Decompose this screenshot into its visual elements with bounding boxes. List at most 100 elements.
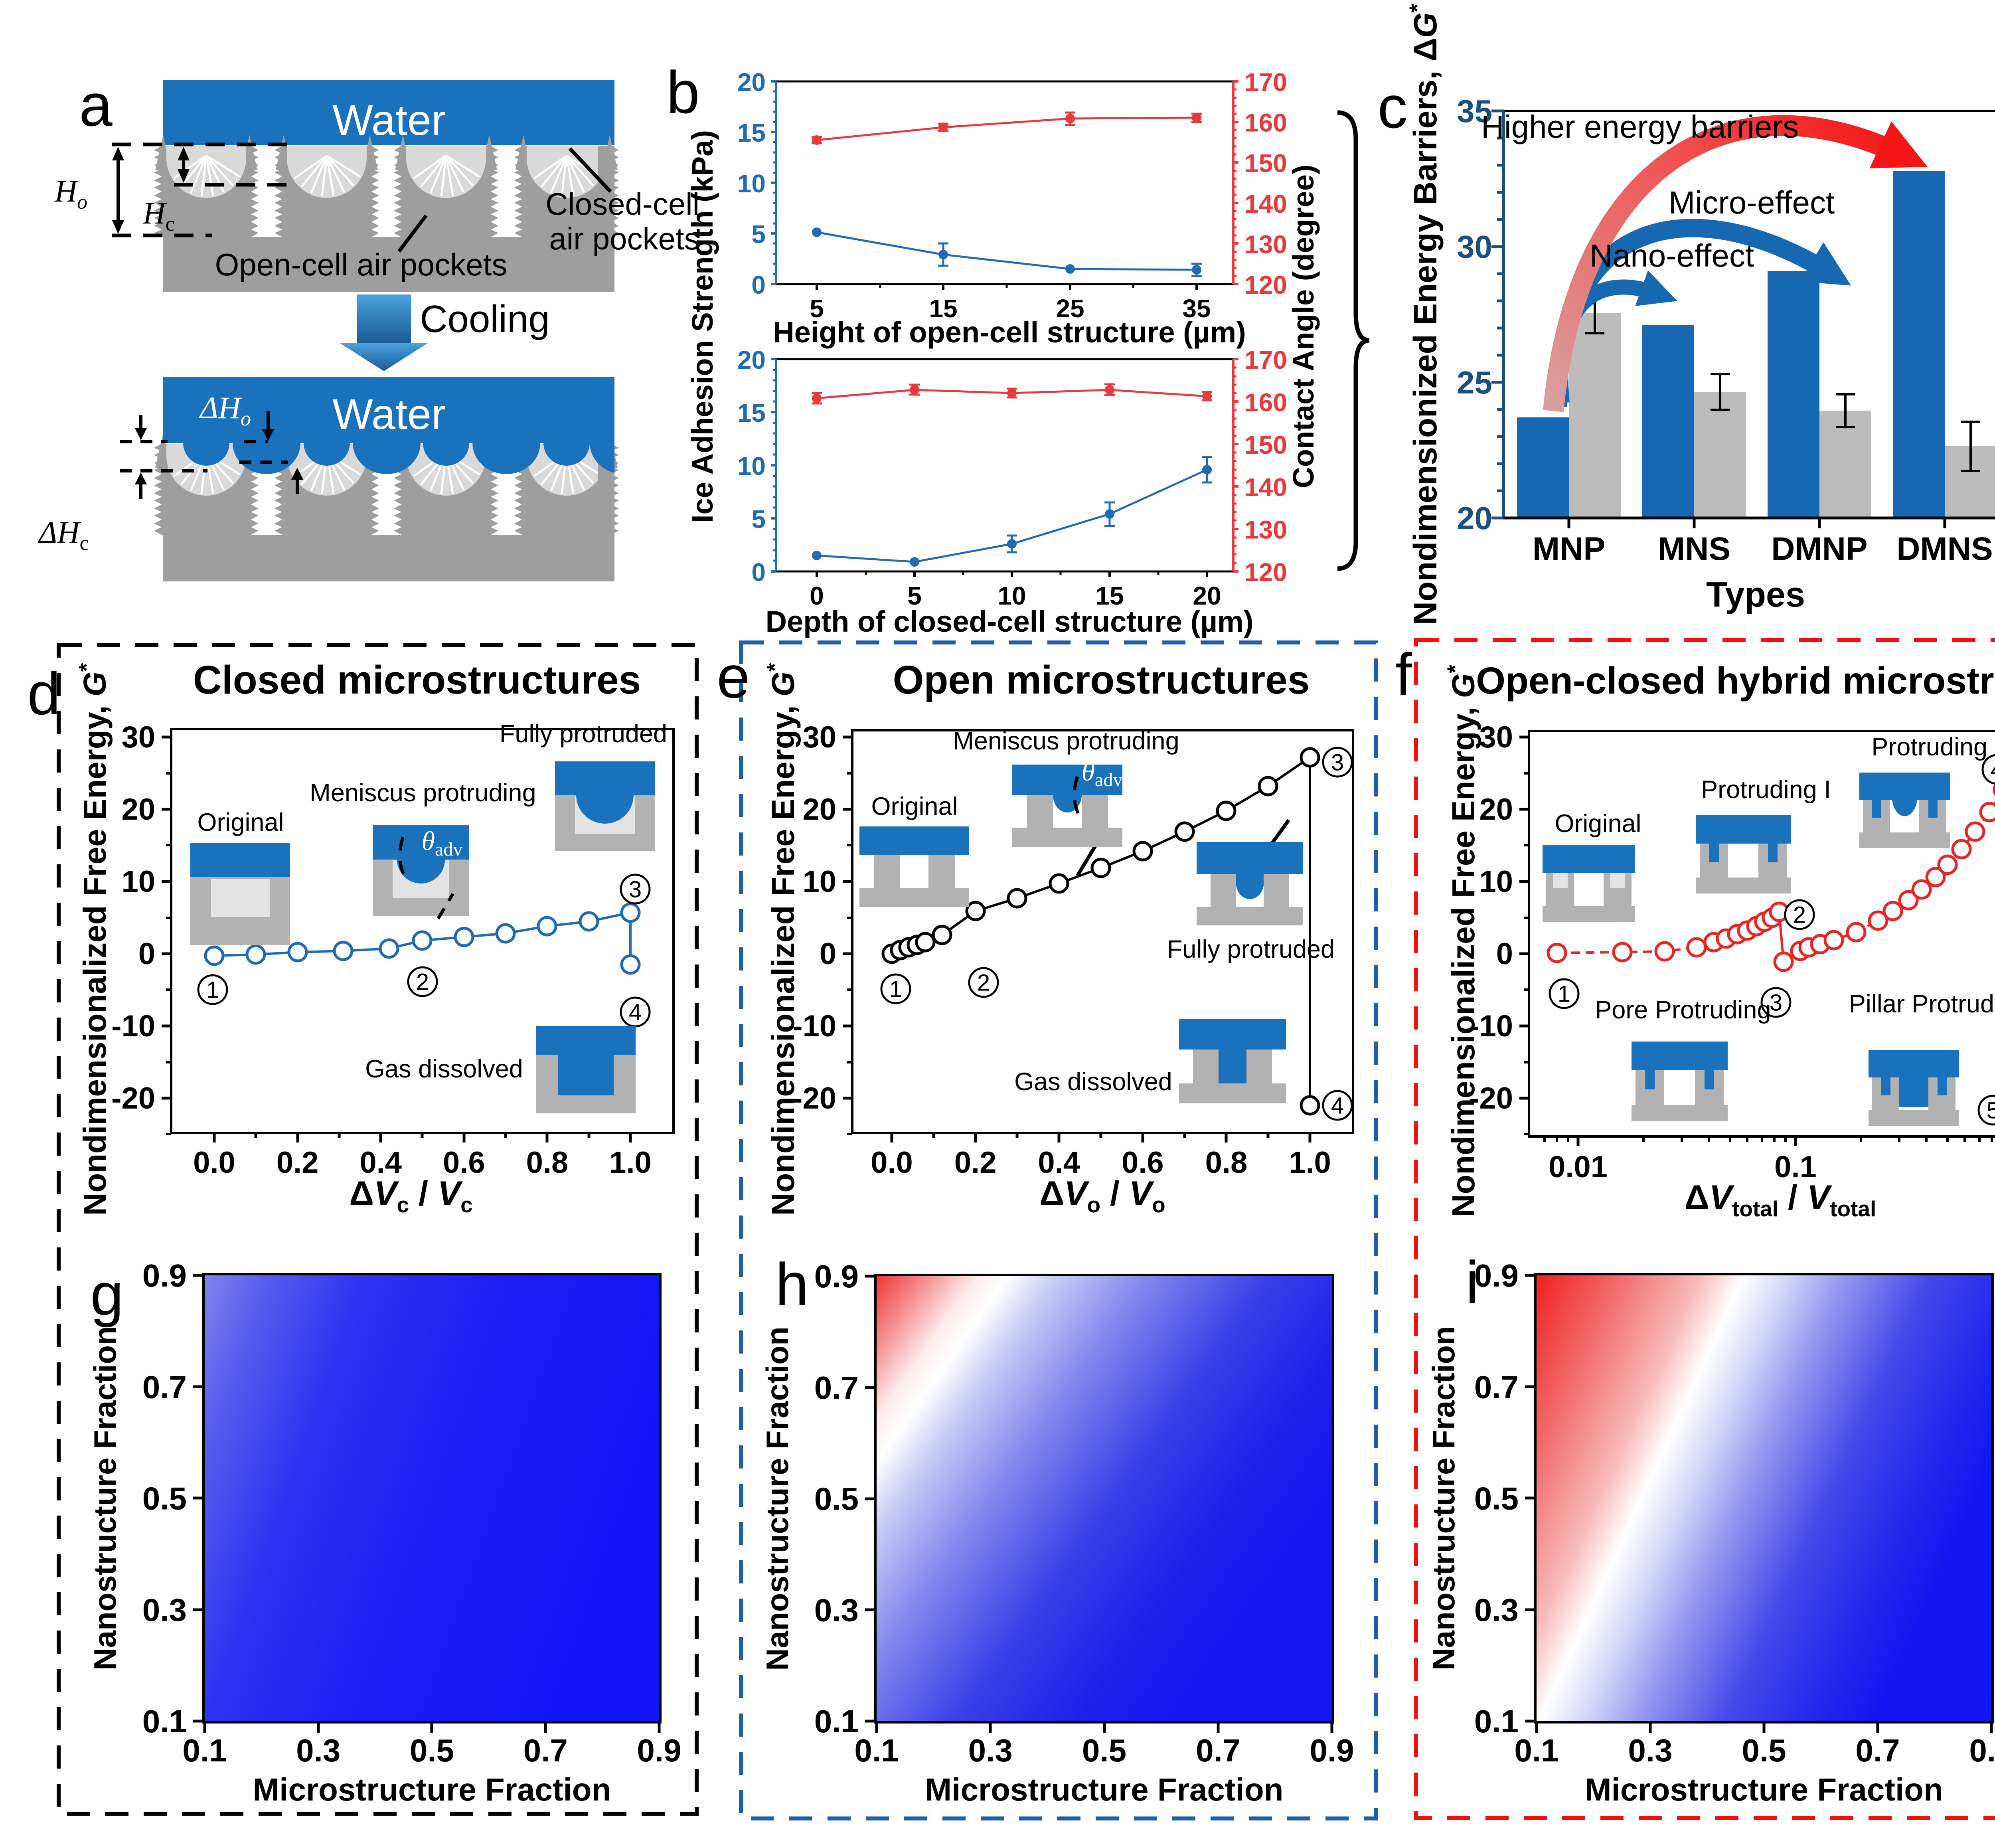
- svg-text:0.3: 0.3: [142, 1592, 187, 1628]
- svg-text:30: 30: [121, 720, 155, 754]
- svg-text:i: i: [1466, 1249, 1479, 1316]
- svg-text:0.7: 0.7: [814, 1370, 859, 1405]
- svg-text:Open microstructures: Open microstructures: [893, 658, 1310, 702]
- svg-text:-10: -10: [1469, 1009, 1513, 1043]
- svg-text:DMNS: DMNS: [1896, 531, 1993, 567]
- svg-text:0.3: 0.3: [1474, 1592, 1519, 1628]
- svg-text:2: 2: [977, 970, 990, 996]
- svg-text:Original: Original: [1555, 810, 1641, 838]
- svg-text:0: 0: [138, 937, 155, 971]
- svg-text:Depth of closed-cell structure: Depth of closed-cell structure (µm): [766, 605, 1254, 638]
- svg-text:Protruding I: Protruding I: [1701, 776, 1831, 804]
- svg-text:0.6: 0.6: [443, 1146, 485, 1180]
- svg-text:Nano-effect: Nano-effect: [1590, 238, 1754, 273]
- svg-text:Microstructure Fraction: Microstructure Fraction: [253, 1772, 611, 1807]
- svg-text:130: 130: [1244, 516, 1287, 544]
- svg-text:2: 2: [1793, 902, 1806, 928]
- svg-text:10: 10: [998, 581, 1026, 610]
- svg-text:-10: -10: [111, 1009, 155, 1043]
- svg-text:0.8: 0.8: [526, 1146, 569, 1180]
- svg-text:-20: -20: [1469, 1081, 1513, 1115]
- svg-text:θadv: θadv: [422, 826, 463, 860]
- svg-text:Nanostructure Fraction: Nanostructure Fraction: [1426, 1326, 1461, 1670]
- svg-text:g: g: [90, 1261, 123, 1328]
- svg-text:0.1: 0.1: [182, 1733, 227, 1768]
- svg-text:0.3: 0.3: [968, 1733, 1013, 1768]
- svg-text:20: 20: [1457, 500, 1492, 536]
- svg-text:-20: -20: [792, 1081, 836, 1115]
- svg-text:0.5: 0.5: [410, 1733, 454, 1768]
- svg-text:0.2: 0.2: [954, 1146, 997, 1180]
- svg-text:130: 130: [1244, 230, 1287, 259]
- svg-text:Nondimensionalized Free Energy: Nondimensionalized Free Energy, G*: [74, 663, 113, 1216]
- svg-text:30: 30: [1457, 229, 1492, 265]
- svg-text:15: 15: [929, 294, 957, 323]
- svg-text:0: 0: [820, 937, 836, 971]
- svg-text:5: 5: [751, 220, 766, 249]
- svg-text:air pockets: air pockets: [549, 221, 699, 256]
- svg-text:0.7: 0.7: [523, 1733, 568, 1768]
- svg-text:0.1: 0.1: [142, 1704, 187, 1739]
- svg-text:0.0: 0.0: [871, 1146, 913, 1180]
- svg-text:1.0: 1.0: [1289, 1146, 1331, 1180]
- svg-text:d: d: [27, 660, 60, 727]
- svg-text:0.5: 0.5: [814, 1481, 859, 1517]
- svg-text:Closed-cell: Closed-cell: [545, 186, 699, 221]
- svg-text:0.1: 0.1: [814, 1704, 859, 1739]
- svg-text:25: 25: [1056, 294, 1084, 323]
- svg-text:Original: Original: [197, 808, 284, 836]
- svg-text:0.5: 0.5: [1474, 1481, 1519, 1516]
- svg-text:0: 0: [810, 581, 824, 610]
- svg-text:0.5: 0.5: [1742, 1733, 1786, 1768]
- svg-text:Microstructure Fraction: Microstructure Fraction: [925, 1772, 1284, 1807]
- svg-text:Gas dissolved: Gas dissolved: [1014, 1068, 1172, 1096]
- svg-text:1: 1: [889, 976, 902, 1002]
- svg-text:0.5: 0.5: [142, 1481, 187, 1516]
- svg-text:0: 0: [751, 558, 766, 587]
- svg-text:ΔVc / Vc: ΔVc / Vc: [349, 1174, 472, 1217]
- svg-text:5: 5: [907, 581, 922, 610]
- svg-text:Nondimensionized Energy Barrie: Nondimensionized Energy Barriers, ΔG*: [1404, 4, 1444, 625]
- svg-text:Protruding II: Protruding II: [1871, 733, 1995, 761]
- svg-text:Open-cell air pockets: Open-cell air pockets: [215, 247, 508, 282]
- svg-text:1: 1: [206, 977, 219, 1003]
- svg-text:0.9: 0.9: [142, 1258, 187, 1293]
- svg-text:160: 160: [1244, 109, 1287, 137]
- svg-text:0.1: 0.1: [854, 1733, 899, 1768]
- svg-text:15: 15: [737, 119, 766, 147]
- svg-text:120: 120: [1244, 558, 1287, 587]
- svg-text:1.0: 1.0: [609, 1146, 652, 1180]
- svg-text:4: 4: [1991, 757, 1995, 783]
- svg-text:Nanostructure Fraction: Nanostructure Fraction: [760, 1326, 795, 1670]
- svg-text:ΔVo / Vo: ΔVo / Vo: [1039, 1174, 1165, 1217]
- svg-text:Pillar Protruding: Pillar Protruding: [1849, 990, 1995, 1018]
- svg-text:0.1: 0.1: [1514, 1733, 1558, 1768]
- svg-text:0.9: 0.9: [1969, 1733, 1995, 1768]
- svg-text:4: 4: [629, 999, 642, 1025]
- svg-text:30: 30: [1479, 720, 1513, 754]
- svg-text:10: 10: [737, 452, 766, 480]
- svg-text:Ho: Ho: [54, 174, 87, 213]
- svg-text:150: 150: [1244, 149, 1287, 178]
- svg-text:Nondimensionalized Free Energy: Nondimensionalized Free Energy, G*: [1442, 664, 1481, 1217]
- svg-text:10: 10: [121, 865, 155, 899]
- svg-text:35: 35: [1182, 294, 1211, 323]
- svg-text:0.4: 0.4: [359, 1146, 402, 1180]
- svg-text:h: h: [775, 1251, 808, 1318]
- svg-text:4: 4: [1331, 1093, 1344, 1119]
- svg-text:3: 3: [1770, 990, 1782, 1016]
- svg-text:20: 20: [737, 68, 766, 97]
- svg-text:20: 20: [121, 793, 155, 826]
- svg-text:Water: Water: [332, 390, 446, 438]
- svg-text:3: 3: [629, 876, 642, 902]
- svg-text:10: 10: [737, 169, 766, 198]
- svg-text:0.2: 0.2: [277, 1146, 319, 1180]
- svg-text:Water: Water: [332, 96, 446, 144]
- svg-text:20: 20: [737, 346, 766, 374]
- svg-text:0.9: 0.9: [1310, 1733, 1354, 1768]
- svg-text:θadv: θadv: [1082, 756, 1123, 791]
- svg-text:0.3: 0.3: [814, 1592, 859, 1628]
- svg-text:DMNP: DMNP: [1771, 531, 1867, 567]
- svg-text:Open-closed hybrid microstruct: Open-closed hybrid microstructures: [1476, 660, 1995, 702]
- svg-text:0: 0: [1496, 937, 1513, 971]
